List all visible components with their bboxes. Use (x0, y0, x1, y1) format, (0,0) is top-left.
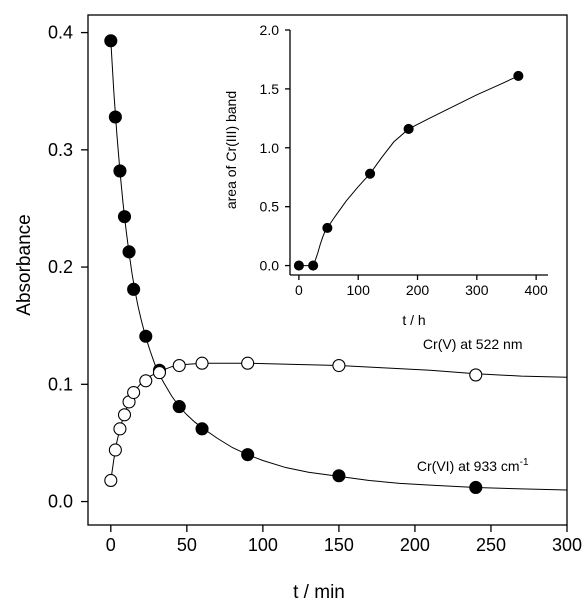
inset-filled-point (365, 168, 376, 179)
main-y-tick-label: 0.0 (48, 492, 73, 512)
main-open-point (117, 408, 132, 422)
main-y-tick-label: 0.3 (48, 140, 73, 160)
inset-frame-mask (290, 30, 548, 280)
inset-x-tick-label: 100 (347, 282, 371, 298)
inset-chart: 0 100 200 300 400 0.0 0.5 1.0 1.5 2.0 t / h area … (223, 22, 548, 328)
main-filled-point (139, 329, 153, 343)
inset-y-axis-title: area of Cr(III) band (223, 91, 239, 209)
inset-y-tick-label: 2.0 (260, 22, 280, 38)
inset-x-tick-label: 200 (406, 282, 430, 298)
main-open-point (241, 356, 255, 370)
inset-filled-point (322, 222, 333, 233)
main-open-point (332, 359, 346, 373)
main-open-point (152, 366, 167, 380)
inset-axis-ticks: 0 100 200 300 400 0.0 0.5 1.0 1.5 2.0 (260, 22, 548, 298)
series-label-cr-v: Cr(V) at 522 nm (423, 336, 523, 352)
inset-filled-point (403, 123, 414, 134)
main-filled-point (172, 400, 186, 414)
inset-filled-point (308, 260, 319, 271)
inset-y-tick-label: 1.0 (260, 140, 280, 156)
inset-filled-point (293, 260, 304, 271)
main-open-point (104, 473, 118, 487)
inset-y-tick-label: 1.5 (260, 81, 280, 97)
main-open-point (127, 385, 141, 400)
main-x-tick-label: 300 (552, 535, 582, 555)
main-open-point (469, 368, 483, 382)
main-open-point (195, 356, 209, 370)
inset-x-tick-label: 0 (295, 282, 303, 298)
main-filled-point (108, 110, 122, 124)
main-x-tick-label: 100 (248, 535, 278, 555)
main-filled-point (332, 469, 346, 483)
main-y-tick-label: 0.1 (48, 374, 73, 394)
y-axis-title: Absorbance (14, 214, 35, 315)
main-x-tick-label: 250 (476, 535, 506, 555)
main-x-tick-label: 0 (106, 535, 116, 555)
main-open-point (113, 422, 127, 436)
main-y-tick-label: 0.4 (48, 23, 73, 43)
inset-series-0-curve (298, 75, 519, 267)
main-filled-point (104, 34, 118, 48)
main-filled-point (127, 282, 141, 296)
main-data-points (104, 34, 483, 495)
series-label-cr-vi: Cr(VI) at 933 cm-1 (417, 457, 529, 474)
main-filled-point (113, 164, 127, 178)
main-x-tick-label: 200 (400, 535, 430, 555)
main-open-point (172, 359, 186, 373)
main-plot-frame (87, 14, 568, 526)
x-axis-title: t / min (293, 582, 345, 603)
main-filled-point (117, 210, 132, 224)
main-y-tick-label: 0.2 (48, 257, 73, 277)
inset-x-tick-label: 400 (524, 282, 548, 298)
inset-y-tick-label: 0.5 (260, 199, 280, 215)
main-open-point (139, 374, 153, 388)
inset-filled-point (513, 70, 524, 81)
main-chart: 0 50 100 150 200 250 300 0.0 0.1 0.2 0.3 0.4 t / mi… (14, 14, 582, 603)
main-x-tick-label: 150 (324, 535, 354, 555)
main-filled-point (469, 480, 483, 495)
inset-y-tick-label: 0.0 (260, 258, 280, 274)
main-x-tick-label: 50 (177, 535, 197, 555)
inset-data-points (293, 70, 524, 271)
inset-x-axis-title: t / h (402, 312, 425, 328)
main-filled-point (241, 448, 255, 462)
inset-x-tick-label: 300 (465, 282, 489, 298)
inset-curves (298, 75, 519, 267)
main-filled-point (195, 422, 209, 436)
main-axis-ticks: 0 50 100 150 200 250 300 0.0 0.1 0.2 0.3 0.4 (48, 23, 582, 555)
main-filled-point (122, 245, 136, 259)
main-open-point (108, 443, 122, 457)
